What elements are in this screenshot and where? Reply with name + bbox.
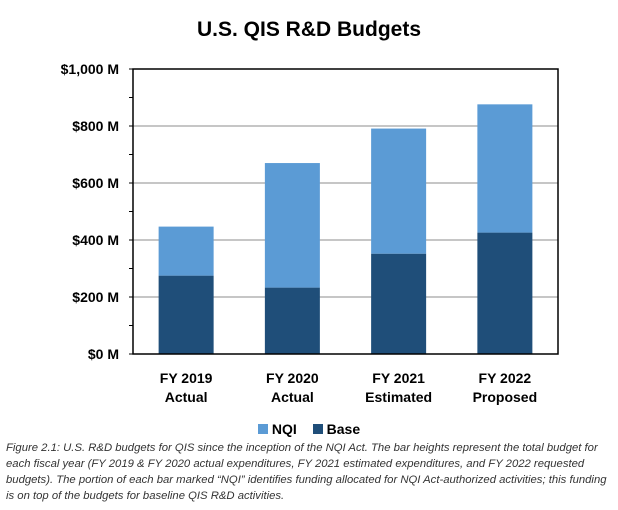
plot-border [132, 68, 559, 355]
y-tick-label: $0 M [88, 346, 119, 362]
x-tick-label: FY 2020 [266, 370, 319, 386]
bar-base [158, 275, 214, 354]
figure-caption: Figure 2.1: U.S. R&D budgets for QIS sin… [6, 442, 607, 502]
x-tick-label: FY 2021 [372, 370, 425, 386]
legend-label: NQI [271, 421, 297, 437]
x-tick-label: Proposed [473, 389, 538, 405]
bar-base [264, 287, 320, 354]
y-tick-label: $400 M [72, 232, 119, 248]
legend-swatch-nqi [257, 424, 268, 434]
bar-base [371, 253, 427, 354]
legend: NQI Base [0, 421, 618, 437]
x-tick-label: FY 2019 [160, 370, 213, 386]
legend-label: Base [326, 421, 361, 437]
x-tick-label: Estimated [365, 389, 432, 405]
y-tick-label: $1,000 M [61, 61, 119, 77]
x-tick-label: Actual [165, 389, 208, 405]
bar-nqi [264, 163, 320, 288]
bar-nqi [371, 128, 427, 254]
bar-base [477, 232, 533, 354]
legend-item-base: Base [312, 421, 361, 437]
legend-item-nqi: NQI [257, 421, 297, 437]
legend-swatch-base [312, 424, 323, 434]
bar-nqi [477, 104, 533, 233]
bar-chart: $0 M $200 M $400 M $600 M $800 M $1,000 M FY 2… [61, 61, 559, 405]
bar-nqi [158, 226, 214, 276]
y-tick-label: $200 M [72, 289, 119, 305]
y-tick-label: $600 M [72, 175, 119, 191]
x-tick-label: FY 2022 [479, 370, 532, 386]
y-tick-label: $800 M [72, 118, 119, 134]
chart-title: U.S. QIS R&D Budgets [196, 18, 422, 41]
x-tick-label: Actual [271, 389, 314, 405]
